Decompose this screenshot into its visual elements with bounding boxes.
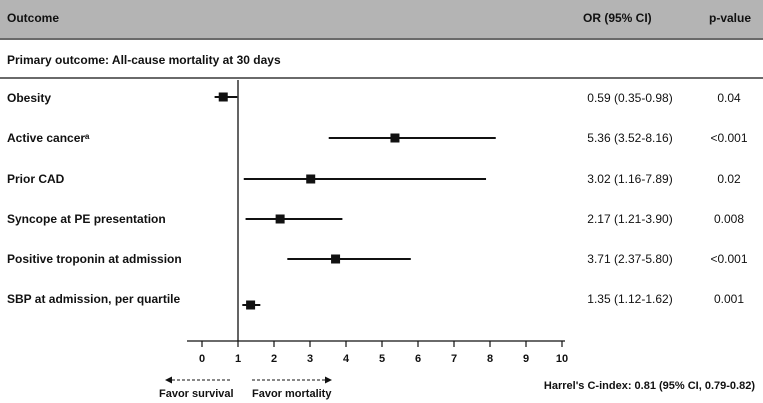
or-marker-2: [306, 174, 316, 184]
favor-survival-arrowhead: [165, 376, 172, 384]
or-marker-0: [218, 92, 228, 102]
p-value-prior-cad: 0.02: [717, 172, 741, 186]
p-value-obesity: 0.04: [717, 91, 741, 105]
favor-mortality-arrowhead: [325, 376, 332, 384]
or-value-obesity: 0.59 (0.35-0.98): [587, 91, 673, 105]
or-value-prior-cad: 3.02 (1.16-7.89): [587, 172, 673, 186]
x-tick-label-5: 5: [379, 353, 385, 365]
row-label-obesity: Obesity: [7, 91, 52, 105]
p-value-troponin: <0.001: [710, 252, 748, 266]
or-value-sbp: 1.35 (1.12-1.62): [587, 292, 673, 306]
x-tick-label-1: 1: [235, 353, 241, 365]
x-tick-label-8: 8: [487, 353, 493, 365]
p-value-sbp: 0.001: [713, 292, 745, 306]
section-divider: [0, 77, 763, 79]
p-value-active-cancer: <0.001: [710, 131, 748, 145]
favor-survival-label: Favor survival: [159, 388, 234, 400]
x-tick-label-9: 9: [523, 353, 529, 365]
or-value-syncope: 2.17 (1.21-3.90): [587, 212, 673, 226]
x-tick-label-2: 2: [271, 353, 277, 365]
favor-mortality-label: Favor mortality: [252, 388, 332, 400]
or-marker-4: [331, 254, 341, 264]
or-value-active-cancer: 5.36 (3.52-8.16): [587, 131, 673, 145]
table-header: Outcome OR (95% CI) p-value: [0, 0, 763, 40]
p-value-syncope: 0.008: [713, 212, 745, 226]
or-marker-1: [390, 133, 400, 143]
row-label-syncope: Syncope at PE presentation: [7, 212, 166, 226]
x-tick-label-10: 10: [556, 353, 568, 365]
outcome-column-header: Outcome: [7, 11, 60, 25]
x-tick-label-4: 4: [343, 353, 350, 365]
x-tick-label-6: 6: [415, 353, 421, 365]
or-marker-5: [246, 300, 256, 310]
row-label-sbp: SBP at admission, per quartile: [7, 292, 181, 306]
section-title: Primary outcome: All-cause mortality at …: [7, 53, 281, 67]
row-label-active-cancer: Active cancerᵃ: [7, 131, 90, 145]
x-tick-label-0: 0: [199, 353, 205, 365]
x-tick-label-7: 7: [451, 353, 457, 365]
or-value-troponin: 3.71 (2.37-5.80): [587, 252, 673, 266]
x-tick-label-3: 3: [307, 353, 313, 365]
row-label-prior-cad: Prior CAD: [7, 172, 65, 186]
c-index-label: Harrel's C-index: 0.81 (95% CI, 0.79-0.8…: [543, 380, 755, 392]
p-value-column-header: p-value: [709, 11, 752, 25]
or-column-header: OR (95% CI): [583, 11, 652, 25]
row-label-troponin: Positive troponin at admission: [7, 252, 182, 266]
or-marker-3: [275, 214, 285, 224]
